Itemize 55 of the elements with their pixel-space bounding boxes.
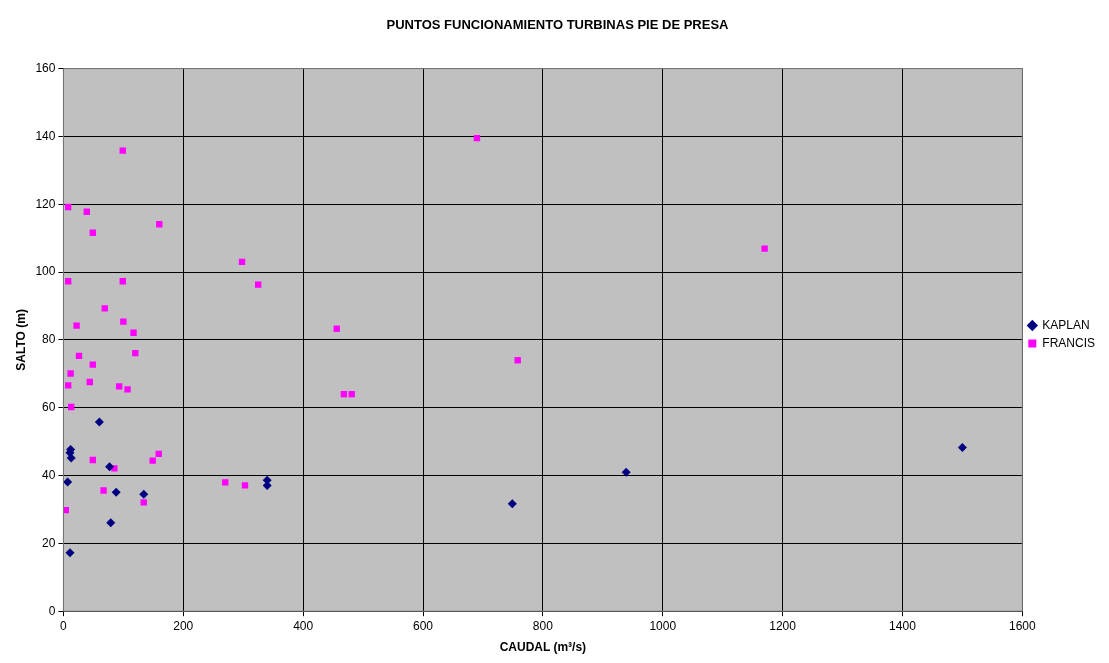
y-tick-label: 120: [35, 196, 56, 211]
legend-label: FRANCIS: [1042, 335, 1095, 350]
y-tick-label: 0: [48, 603, 56, 618]
point: [67, 370, 74, 377]
point: [139, 489, 149, 499]
point: [89, 229, 96, 236]
point: [86, 378, 93, 386]
point: [105, 462, 115, 472]
x-tick-label: 1000: [649, 618, 677, 633]
point: [106, 518, 116, 528]
point: [63, 477, 73, 487]
point: [66, 453, 76, 463]
legend-label: KAPLAN: [1042, 317, 1090, 332]
point: [89, 361, 96, 368]
point: [222, 479, 229, 486]
y-tick-label: 20: [42, 535, 56, 550]
point: [149, 457, 156, 464]
x-tick-label: 1200: [769, 618, 797, 633]
y-tick-label: 40: [42, 467, 56, 482]
x-tick-label: 800: [532, 618, 554, 633]
x-axis-title: CAUDAL (m³/s): [499, 640, 587, 655]
point: [514, 357, 521, 364]
point: [507, 499, 517, 509]
point: [100, 487, 107, 494]
x-tick-label: 400: [293, 618, 314, 633]
point: [120, 318, 127, 325]
y-tick-label: 80: [42, 332, 56, 347]
x-tick-label: 1400: [889, 618, 917, 633]
point: [124, 386, 131, 393]
point: [73, 322, 80, 329]
point: [101, 305, 108, 312]
point: [761, 245, 768, 252]
x-tick-label: 600: [413, 618, 434, 633]
point: [241, 482, 249, 489]
point: [255, 281, 262, 288]
y-tick-label: 160: [35, 60, 56, 75]
x-tick-label: 1600: [1008, 618, 1036, 633]
point: [65, 382, 72, 389]
y-tick-label: 100: [35, 264, 56, 279]
chart-title: PUNTOS FUNCIONAMIENTO TURBINAS PIE DE PRESA: [386, 17, 730, 33]
point: [119, 147, 126, 154]
point: [115, 383, 123, 390]
point: [957, 442, 967, 452]
y-tick-label: 140: [35, 128, 56, 143]
point: [94, 417, 104, 427]
x-tick-label: 0: [60, 618, 68, 633]
y-tick-label: 60: [42, 400, 56, 415]
point: [130, 329, 137, 336]
point: [140, 499, 147, 506]
y-axis-title: SALTO (m): [13, 309, 28, 371]
point: [65, 548, 75, 558]
point: [111, 487, 121, 497]
x-tick-label: 200: [173, 618, 194, 633]
point: [132, 349, 139, 357]
point: [621, 467, 631, 477]
